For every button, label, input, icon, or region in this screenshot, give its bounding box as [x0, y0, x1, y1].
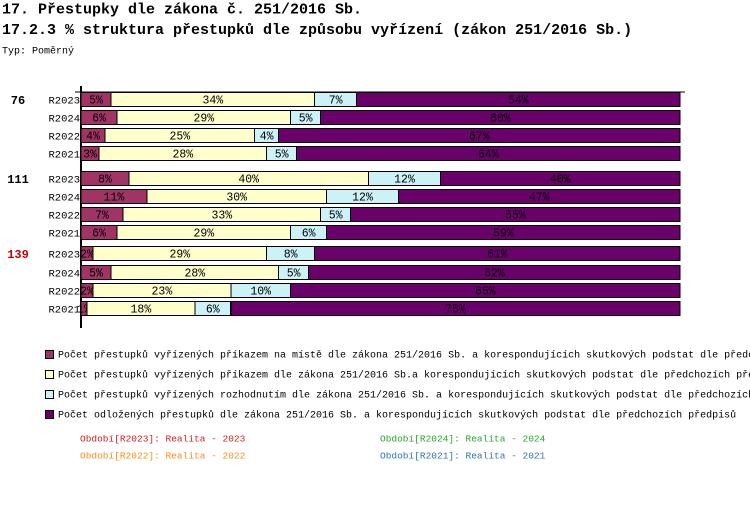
- svg-text:5%: 5%: [329, 210, 343, 223]
- svg-text:R2024: R2024: [48, 193, 80, 205]
- svg-text:18%: 18%: [131, 304, 152, 317]
- svg-text:2%: 2%: [80, 249, 94, 262]
- svg-text:4%: 4%: [260, 131, 274, 144]
- svg-text:Počet přestupků vyřízených pří: Počet přestupků vyřízených příkazem dle …: [58, 369, 750, 382]
- svg-text:30%: 30%: [226, 192, 247, 205]
- svg-text:29%: 29%: [193, 113, 214, 126]
- svg-text:R2021: R2021: [48, 150, 80, 162]
- svg-text:R2021: R2021: [48, 305, 80, 317]
- svg-text:Počet přestupků vyřízených pří: Počet přestupků vyřízených příkazem na m…: [58, 349, 750, 362]
- svg-text:6%: 6%: [302, 228, 316, 241]
- svg-text:5%: 5%: [299, 113, 313, 126]
- svg-text:5%: 5%: [89, 268, 103, 281]
- svg-text:59%: 59%: [493, 228, 514, 241]
- svg-text:10%: 10%: [250, 286, 271, 299]
- svg-text:54%: 54%: [508, 95, 529, 108]
- svg-text:23%: 23%: [152, 286, 173, 299]
- svg-text:61%: 61%: [487, 249, 508, 262]
- svg-text:28%: 28%: [172, 149, 193, 162]
- svg-text:17.2.3 % struktura přestupků d: 17.2.3 % struktura přestupků dle způsobu…: [2, 22, 632, 39]
- svg-text:R2022: R2022: [48, 287, 80, 299]
- svg-text:111: 111: [7, 173, 29, 187]
- svg-text:Období[R2023]: Realita - 2023: Období[R2023]: Realita - 2023: [80, 434, 246, 445]
- svg-text:3%: 3%: [83, 149, 97, 162]
- svg-text:65%: 65%: [475, 286, 496, 299]
- svg-text:7%: 7%: [329, 95, 343, 108]
- svg-text:2%: 2%: [80, 286, 94, 299]
- svg-text:4%: 4%: [86, 131, 100, 144]
- svg-text:17. Přestupky dle zákona č. 25: 17. Přestupky dle zákona č. 251/2016 Sb.: [2, 2, 362, 19]
- svg-text:R2024: R2024: [48, 114, 80, 126]
- svg-text:R2024: R2024: [48, 269, 80, 281]
- svg-text:6%: 6%: [206, 304, 220, 317]
- svg-text:67%: 67%: [469, 131, 490, 144]
- svg-text:29%: 29%: [169, 249, 190, 262]
- svg-text:R2023: R2023: [48, 96, 80, 108]
- svg-text:Typ: Poměrný: Typ: Poměrný: [2, 46, 74, 58]
- svg-text:60%: 60%: [490, 113, 511, 126]
- svg-text:R2023: R2023: [48, 175, 80, 187]
- svg-text:47%: 47%: [529, 192, 550, 205]
- svg-text:139: 139: [7, 248, 29, 262]
- svg-text:62%: 62%: [484, 268, 505, 281]
- svg-text:12%: 12%: [394, 174, 415, 187]
- svg-text:6%: 6%: [92, 113, 106, 126]
- svg-text:76: 76: [11, 94, 25, 108]
- svg-text:R2022: R2022: [48, 211, 80, 223]
- svg-text:33%: 33%: [211, 210, 232, 223]
- svg-text:34%: 34%: [202, 95, 223, 108]
- svg-text:7%: 7%: [95, 210, 109, 223]
- svg-text:R2022: R2022: [48, 132, 80, 144]
- svg-text:R2021: R2021: [48, 229, 80, 241]
- svg-text:5%: 5%: [287, 268, 301, 281]
- svg-text:40%: 40%: [550, 174, 571, 187]
- svg-text:Počet odložených přestupků dle: Počet odložených přestupků dle zákona 25…: [58, 409, 736, 422]
- svg-text:29%: 29%: [193, 228, 214, 241]
- svg-text:64%: 64%: [478, 149, 499, 162]
- svg-text:R2023: R2023: [48, 250, 80, 262]
- svg-text:28%: 28%: [184, 268, 205, 281]
- svg-text:8%: 8%: [284, 249, 298, 262]
- svg-text:40%: 40%: [238, 174, 259, 187]
- svg-text:6%: 6%: [92, 228, 106, 241]
- svg-text:Období[R2024]: Realita - 2024: Období[R2024]: Realita - 2024: [380, 434, 546, 445]
- svg-text:11%: 11%: [104, 192, 125, 205]
- svg-text:12%: 12%: [352, 192, 373, 205]
- svg-text:Období[R2022]: Realita - 2022: Období[R2022]: Realita - 2022: [80, 451, 246, 462]
- svg-text:8%: 8%: [98, 174, 112, 187]
- svg-text:Období[R2021]: Realita - 2021: Období[R2021]: Realita - 2021: [380, 451, 546, 462]
- svg-text:25%: 25%: [169, 131, 190, 144]
- svg-text:75%: 75%: [445, 304, 466, 317]
- svg-text:5%: 5%: [275, 149, 289, 162]
- svg-text:Počet přestupků vyřízených roz: Počet přestupků vyřízených rozhodnutím d…: [58, 389, 750, 402]
- svg-text:5%: 5%: [89, 95, 103, 108]
- svg-text:55%: 55%: [505, 210, 526, 223]
